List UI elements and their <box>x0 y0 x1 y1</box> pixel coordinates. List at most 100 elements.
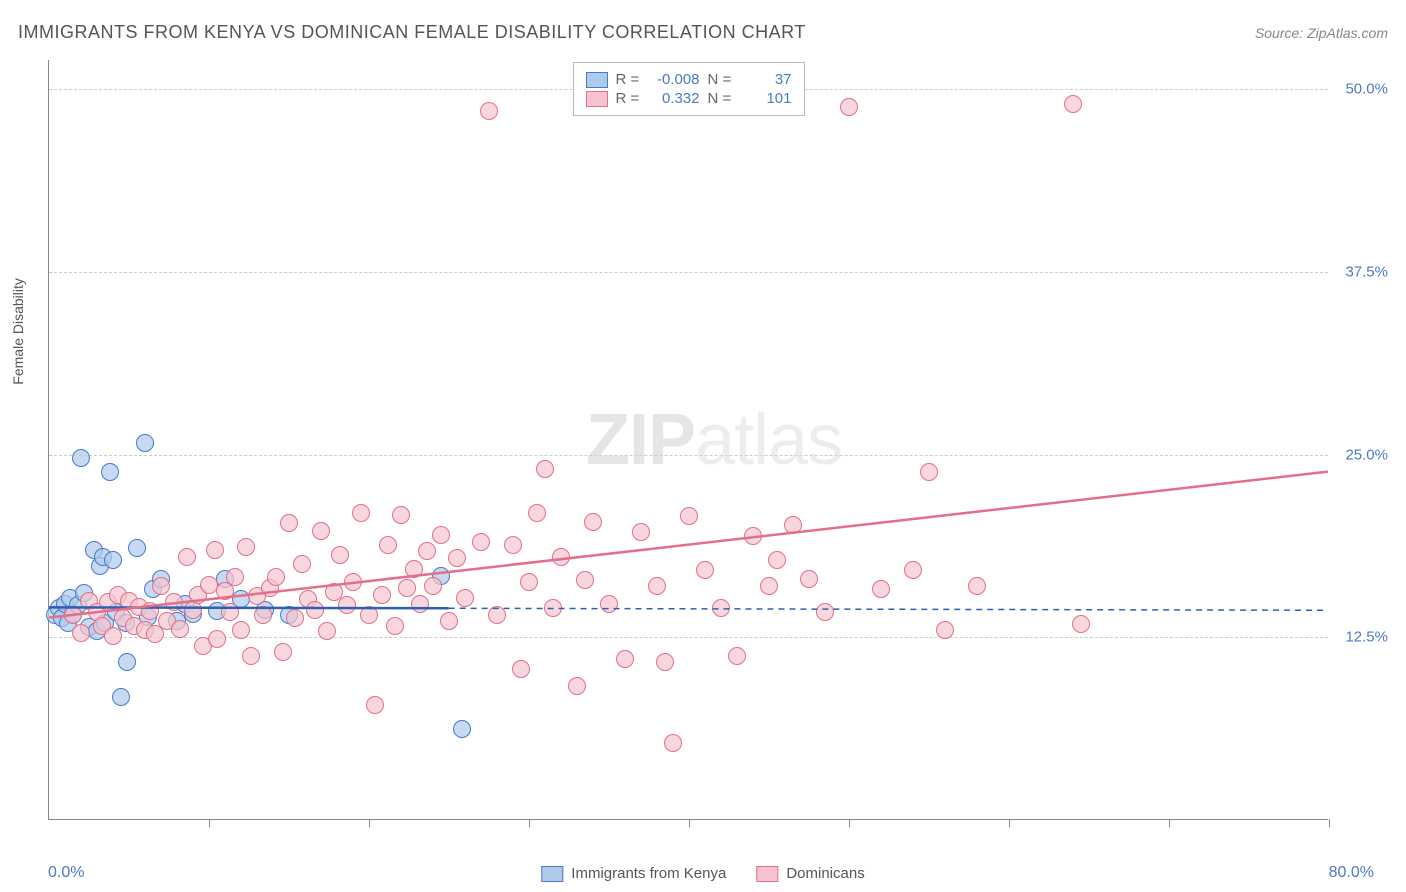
watermark: ZIPatlas <box>586 399 842 481</box>
r-value: 0.332 <box>652 90 700 107</box>
data-point <box>405 560 423 578</box>
data-point <box>344 573 362 591</box>
data-point <box>616 650 634 668</box>
data-point <box>920 463 938 481</box>
data-point <box>760 577 778 595</box>
gridline-h <box>49 455 1328 456</box>
x-tick <box>369 819 370 827</box>
legend-item-dominican: Dominicans <box>756 865 864 882</box>
data-point <box>237 538 255 556</box>
data-point <box>552 548 570 566</box>
r-value: -0.008 <box>652 71 700 88</box>
data-point <box>424 577 442 595</box>
data-point <box>744 527 762 545</box>
data-point <box>221 603 239 621</box>
data-point <box>286 609 304 627</box>
data-point <box>656 653 674 671</box>
legend-row-dominican: R = 0.332 N = 101 <box>586 90 792 107</box>
data-point <box>712 599 730 617</box>
y-tick-label: 25.0% <box>1333 446 1388 463</box>
data-point <box>584 513 602 531</box>
trend-lines <box>49 60 1328 819</box>
data-point <box>632 523 650 541</box>
x-tick <box>1009 819 1010 827</box>
data-point <box>136 434 154 452</box>
data-point <box>338 596 356 614</box>
data-point <box>72 624 90 642</box>
watermark-bold: ZIP <box>586 400 695 480</box>
data-point <box>664 734 682 752</box>
data-point <box>128 539 146 557</box>
data-point <box>104 627 122 645</box>
data-point <box>768 551 786 569</box>
data-point <box>165 593 183 611</box>
data-point <box>267 568 285 586</box>
data-point <box>432 526 450 544</box>
data-point <box>141 602 159 620</box>
r-label: R = <box>616 90 644 107</box>
n-label: N = <box>708 71 736 88</box>
data-point <box>528 504 546 522</box>
series-legend: Immigrants from Kenya Dominicans <box>541 865 864 882</box>
x-tick <box>529 819 530 827</box>
data-point <box>392 506 410 524</box>
data-point <box>312 522 330 540</box>
data-point <box>504 536 522 554</box>
data-point <box>352 504 370 522</box>
x-max-label: 80.0% <box>1329 864 1374 882</box>
data-point <box>280 514 298 532</box>
data-point <box>800 570 818 588</box>
data-point <box>411 595 429 613</box>
chart-title: IMMIGRANTS FROM KENYA VS DOMINICAN FEMAL… <box>18 22 806 43</box>
y-tick-label: 50.0% <box>1333 81 1388 98</box>
data-point <box>728 647 746 665</box>
data-point <box>232 621 250 639</box>
data-point <box>816 603 834 621</box>
data-point <box>488 606 506 624</box>
data-point <box>576 571 594 589</box>
data-point <box>360 606 378 624</box>
x-tick <box>849 819 850 827</box>
data-point <box>112 688 130 706</box>
swatch-kenya <box>541 866 563 882</box>
data-point <box>840 98 858 116</box>
correlation-legend: R = -0.008 N = 37 R = 0.332 N = 101 <box>573 62 805 116</box>
data-point <box>104 551 122 569</box>
data-point <box>306 601 324 619</box>
data-point <box>784 516 802 534</box>
legend-label: Dominicans <box>786 865 864 882</box>
data-point <box>72 449 90 467</box>
data-point <box>373 586 391 604</box>
data-point <box>936 621 954 639</box>
data-point <box>331 546 349 564</box>
y-tick-label: 12.5% <box>1333 629 1388 646</box>
data-point <box>872 580 890 598</box>
data-point <box>152 577 170 595</box>
data-point <box>208 630 226 648</box>
watermark-light: atlas <box>695 400 842 480</box>
data-point <box>64 606 82 624</box>
legend-item-kenya: Immigrants from Kenya <box>541 865 726 882</box>
data-point <box>386 617 404 635</box>
data-point <box>968 577 986 595</box>
x-tick <box>209 819 210 827</box>
data-point <box>440 612 458 630</box>
y-tick-label: 37.5% <box>1333 263 1388 280</box>
data-point <box>480 102 498 120</box>
x-tick <box>689 819 690 827</box>
data-point <box>456 589 474 607</box>
data-point <box>1064 95 1082 113</box>
data-point <box>206 541 224 559</box>
data-point <box>293 555 311 573</box>
swatch-dominican <box>756 866 778 882</box>
data-point <box>512 660 530 678</box>
data-point <box>1072 615 1090 633</box>
gridline-h <box>49 272 1328 273</box>
data-point <box>544 599 562 617</box>
data-point <box>242 647 260 665</box>
data-point <box>418 542 436 560</box>
data-point <box>379 536 397 554</box>
data-point <box>118 653 136 671</box>
data-point <box>472 533 490 551</box>
data-point <box>696 561 714 579</box>
